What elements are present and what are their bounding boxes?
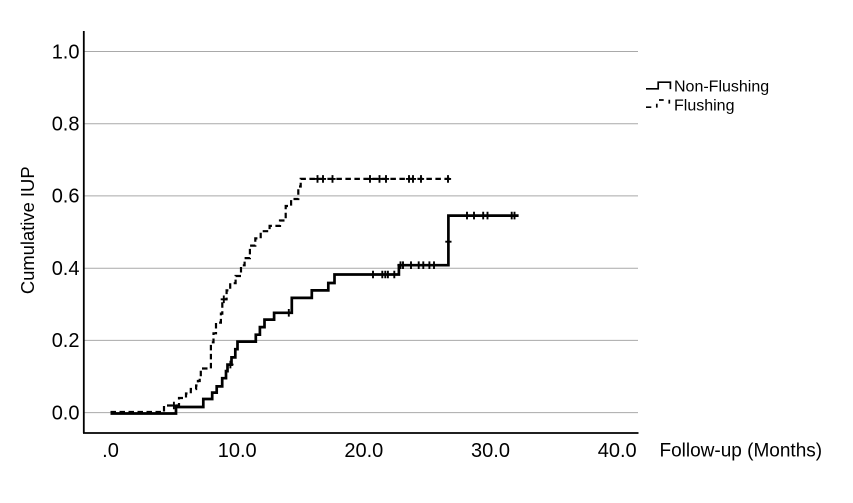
- svg-text:.0: .0: [102, 440, 119, 462]
- svg-text:40.0: 40.0: [598, 440, 637, 462]
- svg-text:0.2: 0.2: [52, 330, 80, 352]
- svg-text:20.0: 20.0: [344, 440, 383, 462]
- svg-text:10.0: 10.0: [218, 440, 257, 462]
- svg-text:0.0: 0.0: [52, 402, 80, 424]
- svg-text:0.6: 0.6: [52, 186, 80, 208]
- svg-text:30.0: 30.0: [471, 440, 510, 462]
- svg-text:0.8: 0.8: [52, 114, 80, 136]
- svg-text:Flushing: Flushing: [674, 97, 734, 114]
- svg-text:Cumulative IUP: Cumulative IUP: [17, 166, 38, 294]
- svg-text:1.0: 1.0: [52, 41, 80, 63]
- svg-text:Non-Flushing: Non-Flushing: [674, 78, 769, 95]
- svg-text:0.4: 0.4: [52, 258, 80, 280]
- svg-text:Follow-up (Months): Follow-up (Months): [660, 441, 823, 462]
